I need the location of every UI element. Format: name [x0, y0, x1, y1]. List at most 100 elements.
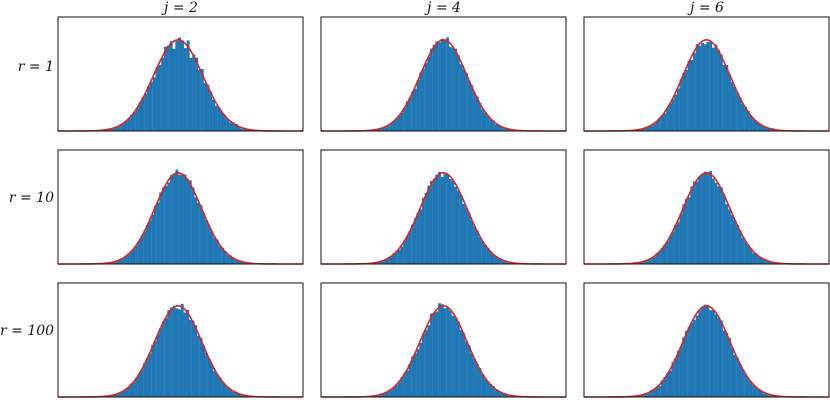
- histogram-bar: [395, 251, 398, 264]
- histogram-bar: [199, 205, 203, 264]
- histogram-bar: [413, 88, 417, 131]
- histogram-bar: [722, 330, 726, 397]
- histogram-bar: [116, 394, 120, 397]
- histogram-bar: [124, 255, 128, 264]
- histogram-bar: [175, 40, 179, 131]
- row-title-r10: r = 10: [8, 190, 54, 206]
- histogram-bar: [763, 393, 766, 397]
- histogram-bar: [641, 128, 645, 131]
- panel-frame: [320, 282, 567, 398]
- histogram-bar: [470, 352, 474, 397]
- histogram-bar: [384, 391, 388, 397]
- histogram-bar: [717, 318, 721, 397]
- histogram-bar: [427, 185, 431, 264]
- histogram-bar: [711, 310, 715, 397]
- histogram-bar: [655, 386, 659, 397]
- histogram-bar: [483, 244, 487, 264]
- histogram-bar: [709, 41, 713, 131]
- histogram-bar: [462, 204, 466, 264]
- histogram-bar: [451, 180, 455, 264]
- histogram-bar: [741, 104, 745, 131]
- histogram-bar: [205, 220, 208, 264]
- histogram-bar: [440, 304, 444, 397]
- histogram-bar: [221, 247, 225, 264]
- histogram-bar: [421, 68, 425, 131]
- histogram-bar: [159, 192, 163, 264]
- histogram-bar: [698, 310, 702, 397]
- histogram-bar: [497, 124, 501, 131]
- histogram-bar: [733, 86, 737, 131]
- histogram-bar: [676, 221, 680, 264]
- histogram-bar: [180, 40, 184, 131]
- histogram-bar: [186, 178, 190, 264]
- histogram-bar: [658, 385, 661, 397]
- col-title-j6: j = 6: [690, 0, 724, 16]
- histogram-bar: [760, 257, 764, 264]
- histogram-bar: [148, 220, 152, 264]
- histogram-bar: [641, 261, 645, 264]
- histogram-bar: [446, 174, 450, 264]
- histogram-bar: [668, 370, 672, 397]
- histogram-bar: [140, 235, 144, 264]
- histogram-bar: [714, 314, 718, 397]
- histogram-bar: [709, 171, 713, 264]
- histogram-bar: [658, 118, 661, 131]
- histogram-bar: [214, 105, 218, 131]
- histogram-bar: [478, 103, 482, 131]
- histogram-bar: [706, 41, 710, 132]
- histogram-bar: [237, 260, 241, 264]
- histogram-bar: [446, 306, 450, 397]
- histogram-bar: [392, 121, 396, 131]
- histogram-bar: [229, 389, 233, 397]
- histogram-bar: [660, 115, 664, 131]
- panel-r1-j4: [320, 16, 567, 132]
- histogram-bar: [381, 127, 385, 131]
- histogram-bar: [218, 377, 222, 397]
- histogram-bar: [221, 381, 225, 397]
- histogram-bar: [446, 37, 450, 131]
- histogram-bar: [140, 369, 144, 397]
- histogram-bar: [456, 190, 460, 264]
- histogram-bar: [143, 231, 146, 264]
- histogram-bar: [416, 212, 420, 264]
- histogram-bar: [486, 381, 490, 397]
- histogram-bar: [424, 329, 428, 397]
- histogram-bar: [454, 317, 458, 397]
- panel-r1-j6: [583, 16, 830, 132]
- histogram-bar: [237, 125, 241, 131]
- histogram-bar: [703, 304, 707, 397]
- histogram-bar: [465, 207, 468, 264]
- histogram-bar: [486, 247, 490, 264]
- histogram-bar: [153, 340, 157, 397]
- histogram-bar: [430, 180, 433, 264]
- histogram-bar: [137, 240, 141, 264]
- histogram-bar: [240, 395, 243, 397]
- histogram-bar: [196, 335, 200, 397]
- histogram-bar: [698, 176, 702, 264]
- histogram-bar: [682, 73, 686, 131]
- histogram-bar: [395, 385, 398, 397]
- histogram-bar: [658, 251, 661, 264]
- histogram-bar: [701, 173, 704, 264]
- histogram-bar: [223, 115, 227, 131]
- histogram-bar: [148, 353, 152, 397]
- histogram-bar: [178, 174, 181, 264]
- histogram-bar: [682, 204, 686, 264]
- histogram-bar: [765, 259, 769, 264]
- histogram-bar: [733, 220, 737, 264]
- histogram-bar: [695, 315, 699, 397]
- histogram-bar: [138, 102, 142, 131]
- histogram-bar: [237, 393, 241, 397]
- histogram-bar: [462, 68, 466, 131]
- histogram-bar: [454, 48, 458, 132]
- histogram-bar: [229, 255, 233, 264]
- histogram-bar: [644, 394, 648, 397]
- histogram-bar: [671, 99, 675, 131]
- histogram-bar: [155, 66, 159, 131]
- histogram-bar: [754, 121, 758, 131]
- histogram-bar: [200, 69, 204, 131]
- histogram-bar: [660, 380, 664, 397]
- histogram-bar: [397, 249, 401, 264]
- histogram-bar: [679, 213, 683, 264]
- histogram-bar: [180, 303, 184, 397]
